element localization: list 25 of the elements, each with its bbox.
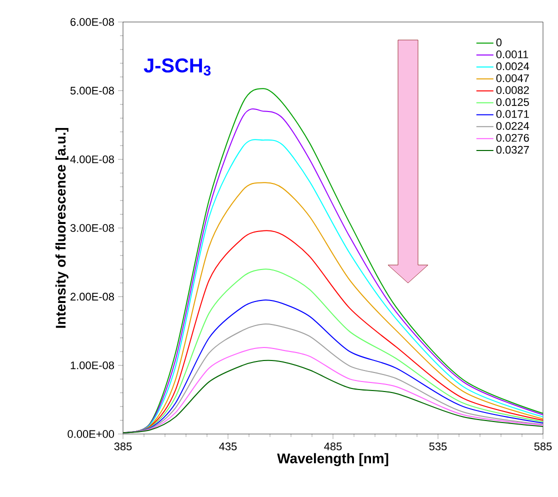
legend-label: 0.0011 — [496, 50, 528, 58]
x-tick-label: 435 — [219, 442, 237, 450]
y-tick-label: 2.00E-08 — [70, 292, 114, 301]
legend-label: 0.0171 — [496, 110, 529, 118]
legend-label: 0.0047 — [496, 74, 529, 82]
x-tick-label: 535 — [429, 442, 447, 450]
legend-label: 0 — [496, 38, 502, 46]
y-tick-label: 3.00E-08 — [70, 224, 114, 232]
y-tick-label: 5.00E-08 — [70, 86, 114, 95]
legend-label: 0.0125 — [496, 98, 529, 106]
legend-label: 0.0082 — [496, 86, 529, 94]
legend-label: 0.0276 — [496, 134, 529, 142]
x-tick-label: 485 — [324, 442, 342, 450]
y-axis-title: Intensity of fluorescence [a.u.] — [55, 128, 68, 328]
y-tick-label: 6.00E-08 — [70, 18, 114, 26]
legend-label: 0.0024 — [496, 62, 530, 70]
annotation: J-SCH$_{3}$ — [144, 58, 211, 76]
y-tick-label: 1.00E-08 — [70, 361, 114, 370]
legend-label: 0.0224 — [496, 122, 530, 130]
x-axis-title: Wavelength [nm] — [277, 453, 388, 466]
y-tick-label: 4.00E-08 — [70, 155, 114, 164]
x-tick-label: 385 — [114, 442, 132, 450]
legend-label: 0.0327 — [496, 146, 529, 154]
x-tick-label: 585 — [534, 442, 552, 450]
y-tick-label: 0.00E+00 — [68, 430, 114, 438]
